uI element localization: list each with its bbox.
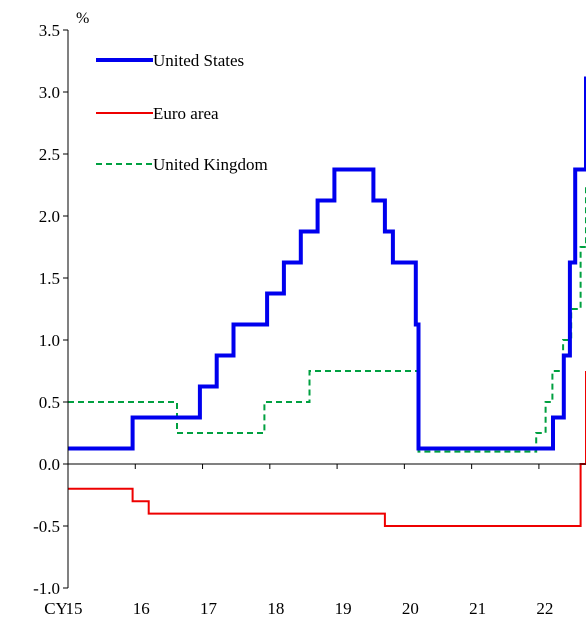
y-tick-label: 2.0 [39, 207, 60, 226]
legend-label-united-states: United States [153, 51, 244, 70]
axis-layer: 3.5 3.0 2.5 2.0 1.5 1.0 0.5 0.0 -0.5 -1.0% 15 16 17 1… [33, 10, 586, 618]
x-tick-label: 15 [66, 599, 83, 618]
x-tick-label: 16 [133, 599, 150, 618]
x-tick-label: 20 [402, 599, 419, 618]
x-tick-label: 17 [200, 599, 218, 618]
x-tick-label: 21 [469, 599, 486, 618]
y-tick-label: 1.0 [39, 331, 60, 350]
series-line-united-kingdom [68, 185, 586, 453]
y-tick-label: -1.0 [33, 579, 60, 598]
legend-label-euro-area: Euro area [153, 104, 219, 123]
legend-label-united-kingdom: United Kingdom [153, 155, 268, 174]
x-axis-prefix-label: CY [44, 599, 68, 618]
legend: United States Euro area United Kingdom [96, 51, 268, 174]
series-layer [68, 76, 586, 527]
x-tick-label: 18 [267, 599, 284, 618]
x-tick-label: 19 [335, 599, 352, 618]
y-tick-label: 3.5 [39, 21, 60, 40]
y-unit-label: % [76, 10, 89, 27]
y-tick-label: 0.0 [39, 455, 60, 474]
y-tick-label: 3.0 [39, 83, 60, 102]
y-tick-label: 2.5 [39, 145, 60, 164]
y-tick-label: 1.5 [39, 269, 60, 288]
x-tick-label: 22 [536, 599, 553, 618]
series-line-united-states [68, 76, 586, 451]
y-tick-label: -0.5 [33, 517, 60, 536]
y-tick-label: 0.5 [39, 393, 60, 412]
